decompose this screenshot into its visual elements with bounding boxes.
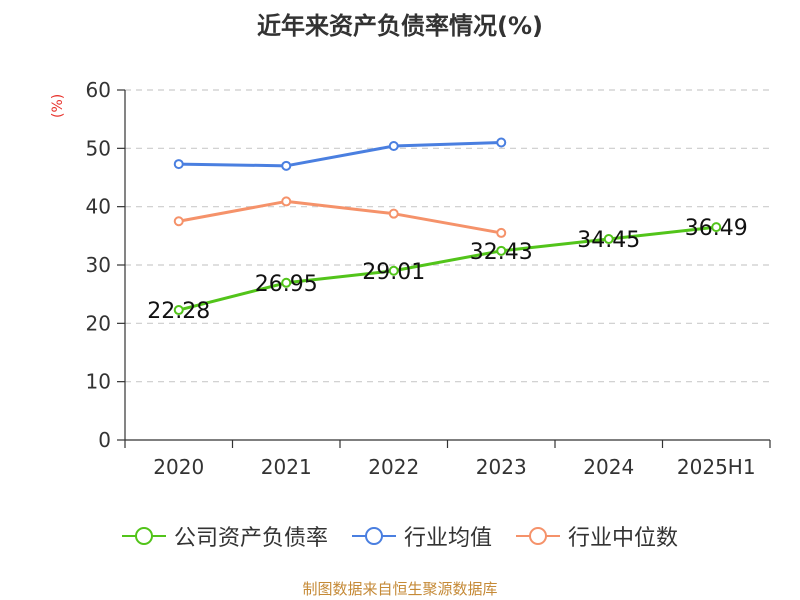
data-point-1: [496, 137, 507, 148]
data-label: 29.01: [362, 260, 425, 285]
legend-label-industry-median: 行业中位数: [568, 526, 679, 551]
data-point-1: [281, 160, 292, 171]
legend-item-industry-median[interactable]: 行业中位数: [516, 520, 678, 552]
chart-title: 近年来资产负债率情况(%): [257, 12, 543, 40]
x-tick-label: 2025H1: [677, 455, 756, 479]
source-note: 制图数据来自恒生聚源数据库: [302, 580, 498, 598]
legend-label-company: 公司资产负债率: [173, 526, 328, 551]
series-line-1: [178, 141, 502, 168]
x-tick-label: 2023: [476, 455, 527, 479]
data-label: 26.95: [255, 272, 318, 297]
x-tick-label: 2022: [368, 455, 419, 479]
data-point-2: [281, 196, 292, 207]
x-tick-label: 2020: [153, 455, 204, 479]
data-label: 22.28: [147, 299, 210, 324]
data-point-2: [496, 227, 507, 238]
data-point-0: [496, 245, 507, 256]
y-tick-label: 10: [86, 370, 111, 394]
legend-label-industry-mean: 行业均值: [403, 526, 492, 551]
data-point-0: [603, 234, 614, 245]
data-point-2: [388, 208, 399, 219]
legend-item-industry-mean[interactable]: 行业均值: [351, 520, 492, 552]
legend: 公司资产负债率 行业均值 行业中位数: [0, 520, 800, 552]
data-point-0: [281, 277, 292, 288]
data-point-2: [173, 216, 184, 227]
legend-item-company[interactable]: 公司资产负债率: [121, 520, 328, 552]
data-point-1: [388, 141, 399, 151]
x-tick-label: 2024: [583, 455, 634, 479]
y-tick-label: 60: [86, 78, 111, 102]
legend-marker-company: [121, 527, 166, 545]
data-point-0: [173, 305, 184, 316]
data-point-0: [388, 265, 399, 276]
series-line-0: [178, 225, 717, 312]
legend-marker-industry-mean: [351, 527, 396, 545]
legend-marker-industry-median: [516, 527, 560, 545]
data-label: 34.45: [577, 228, 640, 253]
x-tick-label: 2021: [261, 455, 312, 479]
data-point-0: [711, 222, 722, 233]
data-label: 36.49: [685, 216, 748, 241]
series-line-2: [178, 199, 502, 235]
y-tick-label: 50: [86, 136, 111, 160]
y-tick-label: 0: [98, 428, 111, 452]
data-point-1: [173, 159, 184, 170]
y-tick-label: 30: [86, 253, 111, 277]
y-tick-label: 20: [86, 311, 111, 335]
y-tick-label: 40: [86, 195, 111, 219]
data-label: 32.43: [470, 240, 533, 265]
